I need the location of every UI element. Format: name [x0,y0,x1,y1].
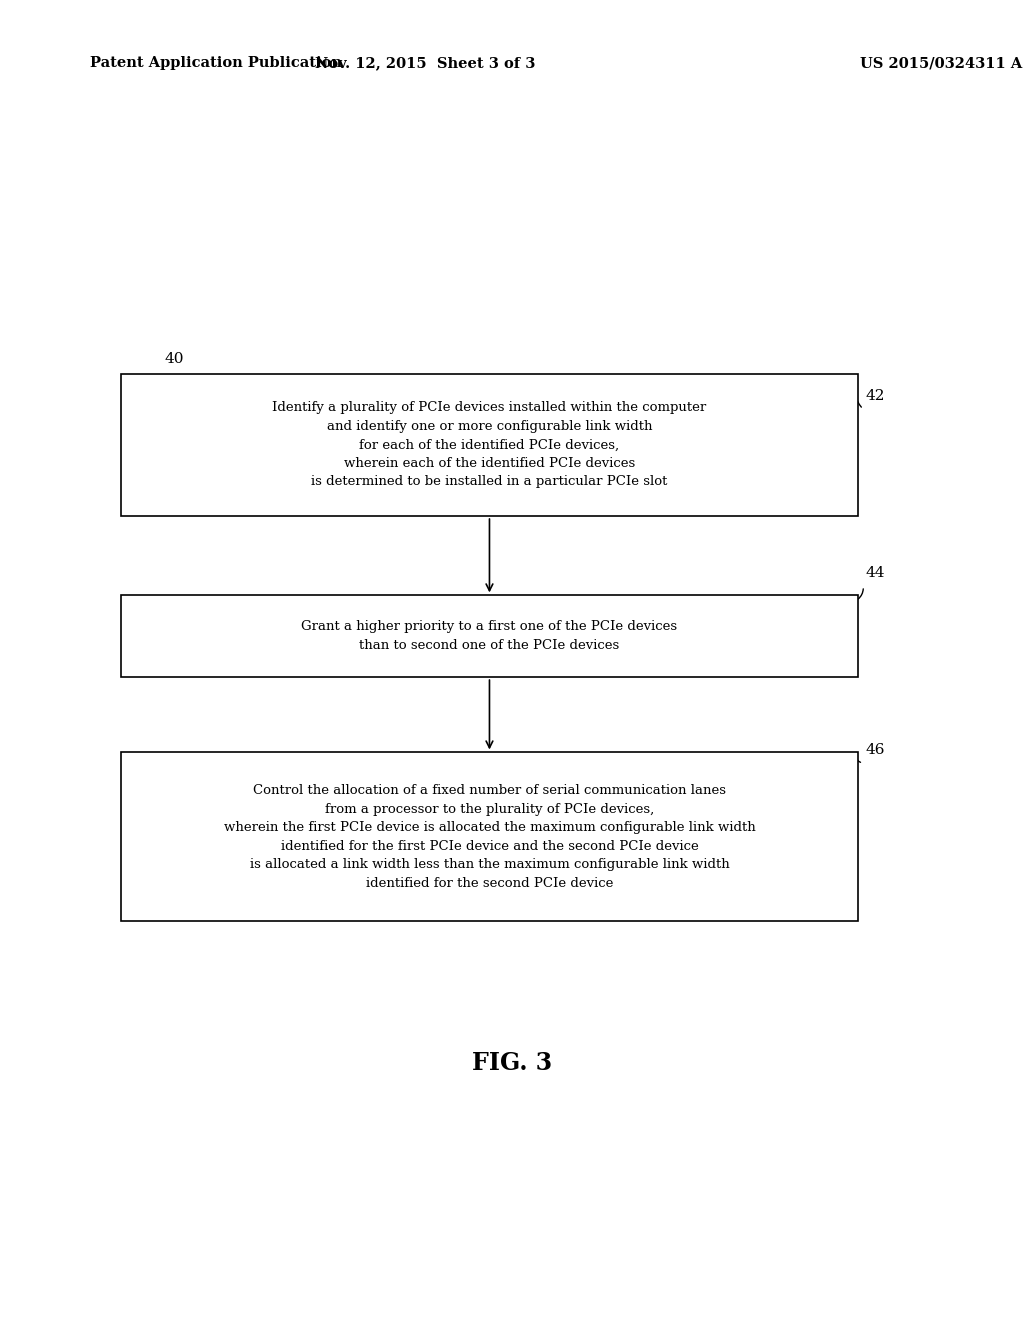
Text: 46: 46 [865,743,885,756]
Bar [121,374,858,516]
Text: Patent Application Publication: Patent Application Publication [90,57,342,70]
Text: 44: 44 [865,566,885,579]
Text: Identify a plurality of PCIe devices installed within the computer
and identify : Identify a plurality of PCIe devices ins… [272,401,707,488]
Text: Control the allocation of a fixed number of serial communication lanes
from a pr: Control the allocation of a fixed number… [223,784,756,890]
Text: FIG. 3: FIG. 3 [472,1051,552,1074]
Text: US 2015/0324311 A1: US 2015/0324311 A1 [860,57,1024,70]
Text: 42: 42 [865,389,885,403]
Bar [121,752,858,921]
Text: Nov. 12, 2015  Sheet 3 of 3: Nov. 12, 2015 Sheet 3 of 3 [314,57,536,70]
Text: 40: 40 [164,352,184,366]
Text: Grant a higher priority to a first one of the PCIe devices
than to second one of: Grant a higher priority to a first one o… [301,620,678,652]
Bar [121,595,858,677]
